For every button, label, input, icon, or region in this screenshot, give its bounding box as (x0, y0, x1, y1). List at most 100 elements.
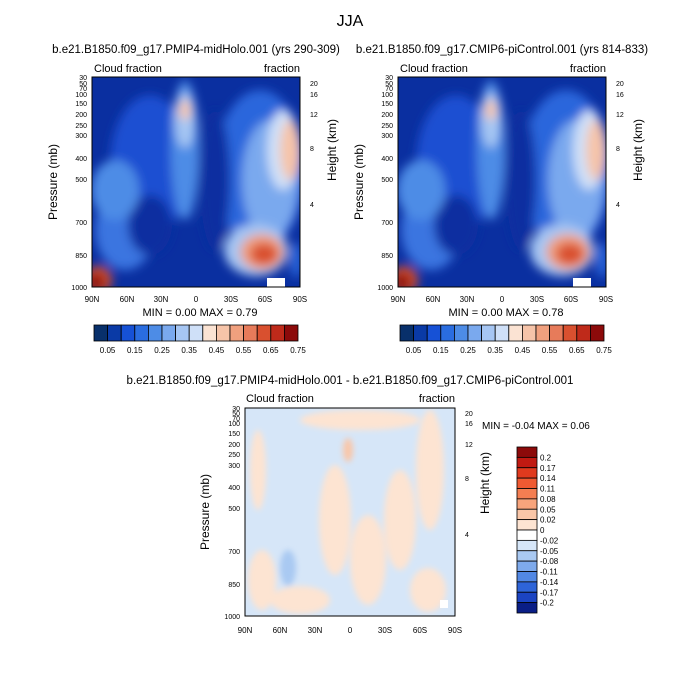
y2-axis-label: Height (km) (325, 119, 339, 181)
colorbar-label: 0.14 (540, 474, 556, 483)
y2-tick: 16 (616, 92, 624, 99)
y2-tick: 12 (310, 112, 318, 119)
y-tick: 50 (79, 81, 87, 88)
x-ticks: 90N 60N 30N 0 30S 60S 90S (391, 295, 613, 304)
colorbar-swatch (188, 324, 204, 342)
colorbar-label: -0.08 (540, 557, 559, 566)
colorbar-label: 0.05 (540, 505, 556, 514)
plot-frame (91, 76, 301, 288)
x-ticks: 90N 60N 30N 0 30S 60S 90S (85, 295, 307, 304)
y-tick: 30 (79, 75, 87, 82)
colorbar-swatch (107, 324, 122, 342)
colorbar-label: 0.45 (515, 346, 531, 355)
stats-text: MIN = -0.04 MAX = 0.06 (482, 421, 590, 432)
colorbar-swatch (516, 519, 538, 531)
colorbar-swatch (283, 324, 299, 342)
y2-axis-label: Height (km) (478, 452, 492, 514)
colorbar-swatch (399, 324, 415, 342)
colorbar-swatch (516, 571, 538, 583)
y2-tick: 20 (465, 411, 473, 418)
y-ticks: 30 50 70 100 150 200 250 300 400 500 700… (224, 406, 240, 621)
x-tick: 90S (293, 295, 307, 304)
colorbar-swatch (202, 324, 217, 342)
colorbar-swatch (516, 446, 538, 458)
colorbar-swatch (494, 324, 510, 342)
colorbar-swatch (516, 581, 538, 593)
colorbar-swatch (516, 467, 538, 479)
y-tick: 70 (79, 86, 87, 93)
x-tick: 30N (154, 295, 169, 304)
colorbar-label: 0.65 (263, 346, 279, 355)
y-tick: 50 (232, 411, 240, 418)
x-tick: 30N (460, 295, 475, 304)
x-tick: 90S (448, 626, 462, 635)
y-tick: 850 (228, 582, 240, 589)
colorbar-swatch (522, 324, 537, 342)
colorbar-swatch (516, 477, 538, 489)
colorbar-swatch (161, 324, 177, 342)
y2-tick: 12 (465, 442, 473, 449)
colorbar-swatch (175, 324, 190, 342)
colorbar-swatch (426, 324, 442, 342)
y-axis-label: Pressure (mb) (198, 474, 212, 550)
left-string: Cloud fraction (246, 393, 314, 405)
colorbar-label: 0.08 (540, 495, 556, 504)
colorbar-label: 0.25 (460, 346, 476, 355)
x-tick: 60S (564, 295, 578, 304)
contour-field (92, 77, 300, 287)
y-tick: 250 (75, 123, 87, 130)
y-tick: 850 (381, 253, 393, 260)
panel-2: b.e21.B1850.f09_g17.CMIP6-piControl.001 … (352, 44, 648, 355)
colorbar-label: 0.15 (127, 346, 143, 355)
y-tick: 100 (75, 92, 87, 99)
colorbar-label: 0.55 (236, 346, 252, 355)
stats-text: MIN = 0.00 MAX = 0.79 (143, 307, 258, 319)
y-tick: 300 (75, 133, 87, 140)
y-tick: 50 (385, 81, 393, 88)
x-tick: 30S (530, 295, 544, 304)
x-tick: 30S (224, 295, 238, 304)
colorbar-swatch (134, 324, 149, 342)
right-string: fraction (264, 63, 300, 75)
x-tick: 30S (378, 626, 392, 635)
colorbar-swatch (535, 324, 551, 342)
x-tick: 60S (258, 295, 272, 304)
x-tick: 90N (85, 295, 100, 304)
colorbar-label: -0.2 (540, 599, 554, 608)
y-tick: 200 (381, 112, 393, 119)
y2-ticks: 20 16 12 8 4 (465, 411, 473, 539)
colorbar-label: -0.05 (540, 547, 559, 556)
panel-title: b.e21.B1850.f09_g17.PMIP4-midHolo.001 (y… (52, 44, 340, 56)
colorbar-swatch (481, 324, 496, 342)
x-tick: 90S (599, 295, 613, 304)
colorbar-swatch (576, 324, 591, 342)
y-tick: 300 (228, 463, 240, 470)
colorbar-swatch (270, 324, 285, 342)
y-tick: 100 (381, 92, 393, 99)
y-tick: 250 (228, 452, 240, 459)
x-tick: 0 (348, 626, 353, 635)
y-tick: 500 (228, 506, 240, 513)
colorbar-label: 0.45 (209, 346, 225, 355)
panel-3: b.e21.B1850.f09_g17.PMIP4-midHolo.001 - … (127, 375, 591, 635)
colorbar-swatch (453, 324, 469, 342)
colorbar-swatch (516, 539, 538, 552)
x-tick: 60N (273, 626, 288, 635)
panel-title: b.e21.B1850.f09_g17.PMIP4-midHolo.001 - … (127, 375, 574, 387)
colorbar: 0.05 0.15 0.25 0.35 0.45 0.55 0.65 0.75 (399, 324, 612, 355)
y-tick: 100 (228, 421, 240, 428)
y-tick: 250 (381, 123, 393, 130)
y-ticks: 30 50 70 100 150 200 250 300 400 500 700… (377, 75, 393, 292)
colorbar-label: 0.11 (540, 485, 556, 494)
colorbar-swatch (516, 498, 538, 510)
colorbar-swatch (467, 324, 483, 342)
y-tick: 700 (75, 220, 87, 227)
right-string: fraction (419, 393, 455, 405)
y-tick: 70 (232, 416, 240, 423)
colorbar-label: 0.05 (100, 346, 116, 355)
y-tick: 700 (228, 549, 240, 556)
y2-tick: 20 (310, 81, 318, 88)
plot-frame (397, 76, 607, 288)
x-ticks: 90N 60N 30N 0 30S 60S 90S (238, 626, 462, 635)
